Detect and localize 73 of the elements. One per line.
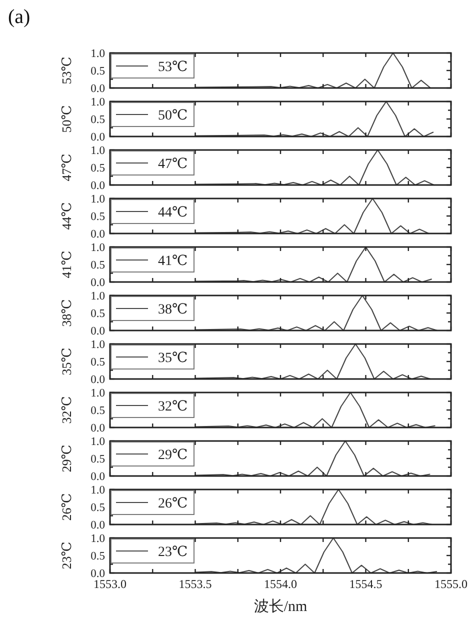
y-tick-label: 0.5 bbox=[90, 66, 106, 78]
y-axis-title: 29℃ bbox=[59, 444, 74, 472]
legend-label: 29℃ bbox=[158, 448, 188, 463]
y-tick-label: 1.0 bbox=[90, 388, 106, 400]
x-tick-label: 1555.0 bbox=[434, 577, 468, 591]
y-tick-label: 0.5 bbox=[90, 356, 106, 368]
legend-label: 32℃ bbox=[158, 400, 188, 414]
x-tick-label: 1554.5 bbox=[349, 577, 382, 591]
y-tick-label: 0.0 bbox=[90, 422, 106, 434]
y-tick-label: 0.0 bbox=[90, 568, 106, 580]
y-tick-label: 1.0 bbox=[90, 533, 106, 545]
line-series bbox=[194, 198, 430, 234]
line-series bbox=[194, 537, 438, 574]
line-series bbox=[194, 488, 433, 526]
y-tick-label: 0.0 bbox=[90, 83, 106, 95]
y-axis-title: 41℃ bbox=[59, 250, 74, 278]
y-axis-title: 44℃ bbox=[59, 202, 74, 230]
y-tick-label: 0.0 bbox=[90, 277, 106, 289]
line-series bbox=[194, 100, 434, 138]
line-series bbox=[194, 343, 432, 380]
y-axis-title: 35℃ bbox=[59, 348, 74, 376]
y-tick-label: 0.5 bbox=[90, 162, 106, 174]
line-series bbox=[194, 246, 432, 283]
legend-label: 26℃ bbox=[158, 496, 188, 512]
x-tick-label: 1553.0 bbox=[94, 577, 126, 591]
x-tick-label: 1554.0 bbox=[264, 577, 297, 591]
x-axis-title: 波长/nm bbox=[254, 598, 308, 615]
y-tick-label: 0.5 bbox=[90, 550, 106, 562]
y-tick-label: 0.0 bbox=[90, 374, 106, 386]
line-series bbox=[194, 392, 436, 428]
y-axis-title: 32℃ bbox=[59, 396, 74, 424]
y-tick-label: 0.0 bbox=[90, 228, 106, 240]
legend-label: 44℃ bbox=[158, 206, 188, 220]
legend-label: 35℃ bbox=[158, 351, 188, 366]
y-tick-label: 0.0 bbox=[90, 520, 106, 532]
y-tick-label: 1.0 bbox=[90, 290, 106, 302]
y-tick-label: 0.0 bbox=[90, 326, 106, 338]
y-axis-title: 23℃ bbox=[59, 542, 74, 570]
y-axis-title: 26℃ bbox=[59, 493, 74, 521]
y-tick-label: 1.0 bbox=[90, 48, 106, 60]
y-tick-label: 0.5 bbox=[90, 454, 106, 466]
y-tick-label: 0.5 bbox=[90, 114, 106, 126]
y-tick-label: 0.5 bbox=[90, 211, 106, 223]
y-tick-label: 1.0 bbox=[90, 96, 106, 108]
legend-label: 23℃ bbox=[158, 545, 188, 560]
legend-label: 41℃ bbox=[158, 254, 188, 269]
y-axis-title: 50℃ bbox=[59, 105, 74, 133]
y-tick-label: 1.0 bbox=[90, 484, 106, 496]
y-tick-label: 1.0 bbox=[90, 145, 106, 157]
y-tick-label: 0.5 bbox=[90, 260, 106, 272]
y-tick-label: 0.0 bbox=[90, 132, 106, 144]
y-tick-label: 1.0 bbox=[90, 436, 106, 448]
legend-label: 38℃ bbox=[158, 302, 188, 318]
y-axis-title: 38℃ bbox=[59, 299, 74, 327]
text: (a) bbox=[8, 6, 30, 28]
y-axis-title: 47℃ bbox=[59, 154, 74, 182]
x-tick-label: 1553.5 bbox=[178, 577, 212, 591]
y-tick-label: 0.5 bbox=[90, 502, 106, 514]
line-series bbox=[194, 149, 434, 186]
y-tick-label: 0.0 bbox=[90, 180, 106, 192]
y-tick-label: 1.0 bbox=[90, 339, 106, 351]
legend-label: 50℃ bbox=[158, 108, 188, 124]
y-axis-title: 53℃ bbox=[59, 56, 74, 84]
legend-label: 47℃ bbox=[158, 157, 188, 172]
legend-label: 53℃ bbox=[158, 60, 188, 75]
line-series bbox=[194, 52, 432, 89]
y-tick-label: 1.0 bbox=[90, 242, 106, 254]
y-tick-label: 0.0 bbox=[90, 471, 106, 483]
y-tick-label: 0.5 bbox=[90, 308, 106, 320]
line-series bbox=[194, 440, 430, 477]
line-series bbox=[194, 294, 438, 332]
y-tick-label: 0.5 bbox=[90, 405, 106, 417]
y-tick-label: 1.0 bbox=[90, 194, 106, 206]
